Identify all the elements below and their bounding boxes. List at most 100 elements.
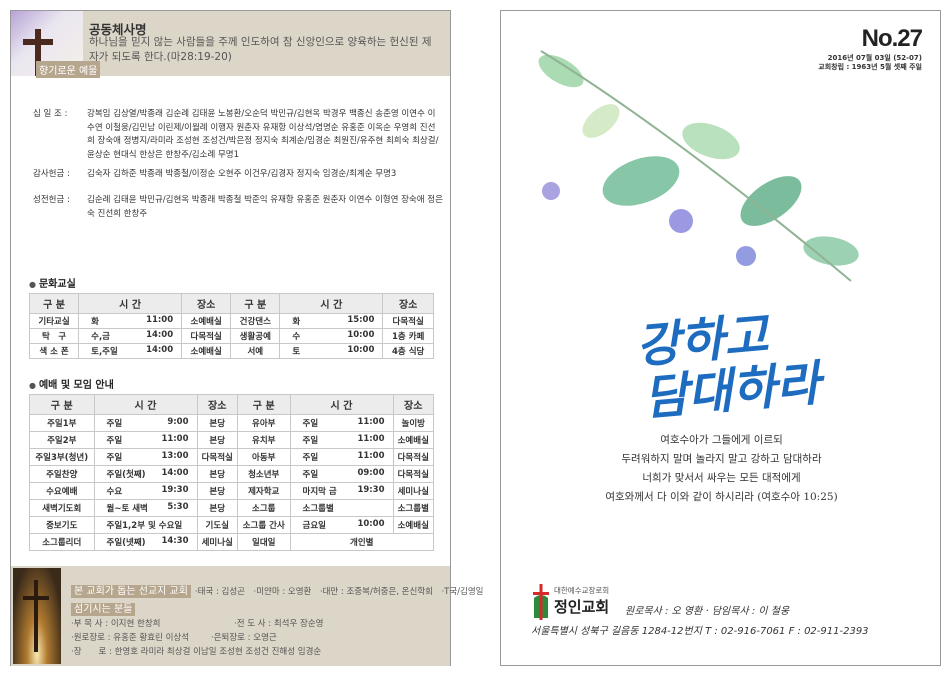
church-name: 정인교회 [554, 598, 610, 616]
cell-place: 본당 [196, 414, 238, 432]
cell-place: 다목적실 [196, 448, 238, 466]
cell-place: 소예배실 [181, 313, 232, 329]
cell-category: 주일1부 [29, 414, 95, 432]
column-header: 구 분 [28, 293, 80, 314]
cell-category: 유아부 [236, 414, 291, 432]
cell-category: 서예 [230, 343, 281, 359]
cell-time: 주일(넷째) 14:30 [93, 533, 198, 551]
table-row: 새벽기도회 월~토 새벽 5:30 본당 소그룹 소그룹별 소그룹별 [29, 499, 434, 517]
table-row: 소그룹리더 주일(넷째) 14:30 세미나실 일대일 개인별 [29, 533, 434, 551]
offering-thanks: 감사헌금 : 김숙자 김하준 박종래 박종철/이정순 오현주 이건우/김경자 정지… [33, 169, 397, 179]
church-address: 서울특별시 성북구 길음동 1284-12번지 T : 02-916-7061 … [531, 626, 869, 637]
table-row: 기타교실 화 11:00 소예배실 건강댄스 화 15:00 다목적실 [28, 313, 434, 329]
cell-time: 마지막 금 19:30 [289, 482, 394, 500]
cell-time: 주일1,2부 및 수요일 [93, 516, 198, 534]
cell-time: 수,금 14:00 [78, 328, 183, 344]
mission-title: 공동체사명 [89, 22, 147, 37]
cell-time: 개인별 [289, 533, 434, 551]
leaves-illustration [538, 50, 859, 282]
column-header: 시 간 [93, 394, 198, 415]
staff-line: ·장 로 : 한영호 라미라 최상걸 이남일 조성현 조성건 진해성 임경순 [71, 647, 322, 657]
pastors: 원로목사 : 오 영환 · 담임목사 : 이 철웅 [625, 606, 790, 617]
column-header: 장소 [392, 394, 434, 415]
column-header: 시 간 [289, 394, 394, 415]
cell-category: 주일찬양 [29, 465, 95, 483]
cell-time: 월~토 새벽 5:30 [93, 499, 198, 517]
staff-line: ·부 목 사 : 이지현 한창희 ·전 도 사 : 최석우 장순영 [71, 619, 324, 629]
cell-category: 소그룹리더 [29, 533, 95, 551]
cell-place: 다목적실 [392, 448, 434, 466]
column-header: 시 간 [279, 293, 384, 314]
cell-time: 토 10:00 [279, 343, 384, 359]
table-row: 색 소 폰 토,주일 14:00 소예배실 서예 토 10:00 4층 식당 [28, 343, 434, 359]
cell-time: 수요 19:30 [93, 482, 198, 500]
column-header: 구 분 [29, 394, 95, 415]
cell-place: 4층 식당 [382, 343, 434, 359]
table-row: 수요예배 수요 19:30 본당 제자학교 마지막 금 19:30 세미나실 [29, 482, 434, 500]
cell-time: 주일 09:00 [289, 465, 394, 483]
column-header: 장소 [382, 293, 434, 314]
cell-place: 다목적실 [181, 328, 232, 344]
cell-category: 탁 구 [28, 328, 80, 344]
cell-category: 건강댄스 [230, 313, 281, 329]
cell-category: 생활공예 [230, 328, 281, 344]
cell-place: 놀이방 [392, 414, 434, 432]
serve-tag: 섬기시는 분들 [71, 603, 136, 616]
cell-category: 새벽기도회 [29, 499, 95, 517]
cell-time: 화 15:00 [279, 313, 384, 329]
table-row: 주일찬양 주일(첫째) 14:00 본당 청소년부 주일 09:00 다목적실 [29, 465, 434, 483]
cell-category: 일대일 [236, 533, 291, 551]
cell-place: 본당 [196, 482, 238, 500]
column-header: 장소 [181, 293, 232, 314]
issue-number: No.27 [861, 25, 923, 52]
cell-place: 본당 [196, 431, 238, 449]
founded-date: 교회창립 : 1963년 5월 셋째 주일 [818, 63, 922, 71]
cell-category: 기타교실 [28, 313, 80, 329]
denomination: 대한예수교장로회 [554, 586, 610, 595]
cell-time: 주일(첫째) 14:00 [93, 465, 198, 483]
mission-text: 하나님을 믿지 않는 사람들을 주께 인도하여 참 신앙인으로 양육하는 헌신된… [89, 36, 432, 63]
bible-verse: 여호수아가 그들에게 이르되 두려워하지 말며 놀라지 말고 강하고 담대하라 너희… [605, 434, 838, 503]
left-page: 공동체사명 하나님을 믿지 않는 사람들을 주께 인도하여 참 신앙인으로 양육… [10, 10, 484, 666]
cell-time: 주일 13:00 [93, 448, 198, 466]
cell-place: 소예배실 [392, 516, 434, 534]
offering-tithe: 십 일 조 : 강복임 김상열/박종래 김순례 김태윤 노봉환/오순덕 박민규/김… [33, 109, 439, 160]
table-row: 탁 구 수,금 14:00 다목적실 생활공예 수 10:00 1층 카페 [28, 328, 434, 344]
offering-tag: 향기로운 예물 [36, 61, 101, 78]
cell-place: 기도실 [196, 516, 238, 534]
cell-place: 본당 [196, 499, 238, 517]
table-row: 주일1부 주일 9:00 본당 유아부 주일 11:00 놀이방 [29, 414, 434, 432]
table-row: 중보기도 주일1,2부 및 수요일 기도실 소그룹 간사 금요일 10:00 소예배실 [29, 516, 434, 534]
cell-time: 금요일 10:00 [289, 516, 394, 534]
cell-place: 다목적실 [382, 313, 434, 329]
cell-time: 주일 9:00 [93, 414, 198, 432]
cell-time: 토,주일 14:00 [78, 343, 183, 359]
cell-time: 소그룹별 [289, 499, 394, 517]
cell-time: 화 11:00 [78, 313, 183, 329]
cell-time: 주일 11:00 [289, 431, 394, 449]
cell-category: 아동부 [236, 448, 291, 466]
column-header: 구 분 [236, 394, 291, 415]
column-header: 구 분 [230, 293, 281, 314]
worship-title: 예배 및 모임 안내 [29, 376, 114, 391]
cell-time: 수 10:00 [279, 328, 384, 344]
cell-category: 소그룹 간사 [236, 516, 291, 534]
staff-line: ·원로장로 : 유홍준 황효린 이상석 ·은퇴장로 : 오영근 [71, 633, 277, 643]
cell-category: 수요예배 [29, 482, 95, 500]
cell-place: 소예배실 [181, 343, 232, 359]
column-header: 시 간 [78, 293, 183, 314]
table-row: 주일3부(청년) 주일 13:00 다목적실 아동부 주일 11:00 다목적실 [29, 448, 434, 466]
cell-place: 소그룹별 [392, 499, 434, 517]
column-header: 장소 [196, 394, 238, 415]
cell-category: 유치부 [236, 431, 291, 449]
cell-place: 세미나실 [392, 482, 434, 500]
cell-category: 청소년부 [236, 465, 291, 483]
cell-category: 주일2부 [29, 431, 95, 449]
mission-churches: ·태국 : 김성곤 ·미얀마 : 오영환 ·대만 : 조중복/허중은, 온신학회… [194, 587, 484, 597]
cell-category: 중보기도 [29, 516, 95, 534]
cell-time: 주일 11:00 [93, 431, 198, 449]
issue-date: 2016년 07월 03일 (52-07) [827, 54, 922, 62]
